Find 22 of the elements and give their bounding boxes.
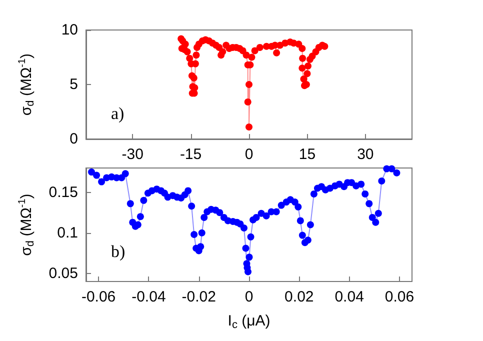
y-tick-label: 0.05: [48, 264, 78, 282]
x-tick-label: 0: [244, 146, 254, 163]
y-tick-label: 10: [61, 22, 78, 38]
x-tick-label: -30: [122, 146, 144, 163]
x-tick-label: -0.02: [182, 288, 216, 306]
y-tick-label: 0: [70, 130, 78, 148]
x-tick-label: -15: [180, 146, 202, 163]
y-tick-label: 0.15: [48, 184, 78, 201]
annotation: b): [111, 242, 126, 261]
annotation: a): [111, 104, 124, 123]
y-tick-label: 0.1: [57, 224, 78, 242]
x-tick-label: 30: [357, 146, 374, 163]
x-tick-label: 15: [298, 146, 316, 163]
x-tick-label: -0.06: [81, 288, 116, 306]
x-tick-label: -0.04: [132, 288, 166, 306]
y-axis-title: σd (MΩ-1): [17, 194, 36, 256]
y-tick-label: 5: [70, 76, 78, 93]
x-tick-label: 0.06: [384, 288, 414, 306]
y-axis-title: σd (MΩ-1): [17, 53, 36, 116]
x-tick-label: 0: [244, 288, 254, 306]
x-tick-label: 0.04: [334, 288, 364, 306]
x-tick-label: 0.02: [284, 288, 314, 306]
